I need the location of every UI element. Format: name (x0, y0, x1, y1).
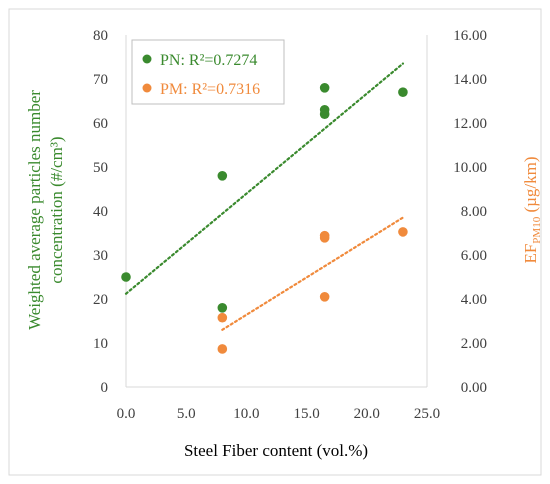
pn-data-point (319, 83, 330, 93)
pm-data-point (319, 292, 330, 302)
y-left-tick-label: 0 (101, 380, 109, 396)
y-left-tick-label: 10 (93, 336, 108, 352)
y-right-tick-label: 12.00 (453, 116, 487, 132)
pm-data-point (217, 312, 228, 323)
pn-data-point (121, 272, 131, 282)
y-left-axis-title-line1: Weighted average particles number (25, 90, 44, 330)
pm-data-point (217, 344, 228, 354)
legend: PN: R²=0.7274 PM: R²=0.7316 (131, 39, 285, 105)
legend-marker-pn (142, 54, 152, 64)
x-tick-labels: 0.0 5.0 10.0 15.0 20.0 25.0 (117, 406, 441, 422)
y-right-title-main: EF (521, 244, 540, 264)
x-axis-title: Steel Fiber content (vol.%) (184, 441, 368, 460)
x-tick-label: 25.0 (414, 406, 440, 422)
y-right-title-subscript: PM10 (531, 216, 543, 243)
y-left-tick-label: 70 (93, 72, 108, 88)
legend-label-pm: PM: R²=0.7316 (160, 81, 260, 98)
y-left-tick-label: 60 (93, 116, 108, 132)
x-tick-label: 5.0 (177, 406, 196, 422)
x-tick-label: 15.0 (293, 406, 319, 422)
y-right-tick-label: 6.00 (461, 248, 487, 264)
y-right-tick-labels: 0.00 2.00 4.00 6.00 8.00 10.00 12.00 14.00 16.00 (453, 28, 487, 396)
legend-marker-pm (142, 83, 152, 93)
pn-data-point (217, 171, 228, 181)
data-points (121, 83, 408, 354)
plot-area (125, 35, 428, 388)
trendlines (124, 62, 405, 331)
x-tick-label: 0.0 (117, 406, 136, 422)
y-left-tick-label: 30 (93, 248, 108, 264)
y-right-tick-label: 0.00 (461, 380, 487, 396)
pm-data-point (398, 227, 408, 237)
y-left-tick-label: 50 (93, 160, 108, 176)
pn-data-point (217, 303, 228, 313)
pn-data-point (398, 87, 408, 97)
legend-label-pn: PN: R²=0.7274 (160, 52, 257, 69)
pn-data-point (319, 109, 330, 119)
y-right-tick-label: 4.00 (461, 292, 487, 308)
y-left-axis-title-line2: concentration (#/cm³) (47, 136, 66, 283)
pn-trendline (124, 62, 405, 295)
x-tick-label: 10.0 (233, 406, 259, 422)
y-left-tick-labels: 0 10 20 30 40 50 60 70 80 (93, 28, 108, 396)
pm-trendline (221, 216, 405, 331)
y-right-tick-label: 14.00 (453, 72, 487, 88)
y-left-tick-label: 20 (93, 292, 108, 308)
y-left-axis-title-group: Weighted average particles number concen… (25, 90, 66, 330)
y-right-title-unit: (µg/km) (521, 156, 540, 216)
x-tick-label: 20.0 (354, 406, 380, 422)
y-right-tick-label: 8.00 (461, 204, 487, 220)
y-right-axis-title-group: EFPM10 (µg/km) (521, 156, 543, 263)
y-left-tick-label: 40 (93, 204, 108, 220)
y-right-tick-label: 16.00 (453, 28, 487, 44)
y-right-tick-label: 2.00 (461, 336, 487, 352)
y-left-tick-label: 80 (93, 28, 108, 44)
y-right-axis-title: EFPM10 (µg/km) (521, 156, 543, 263)
legend-box (131, 39, 285, 105)
pm-data-point (319, 233, 330, 243)
y-right-tick-label: 10.00 (453, 160, 487, 176)
